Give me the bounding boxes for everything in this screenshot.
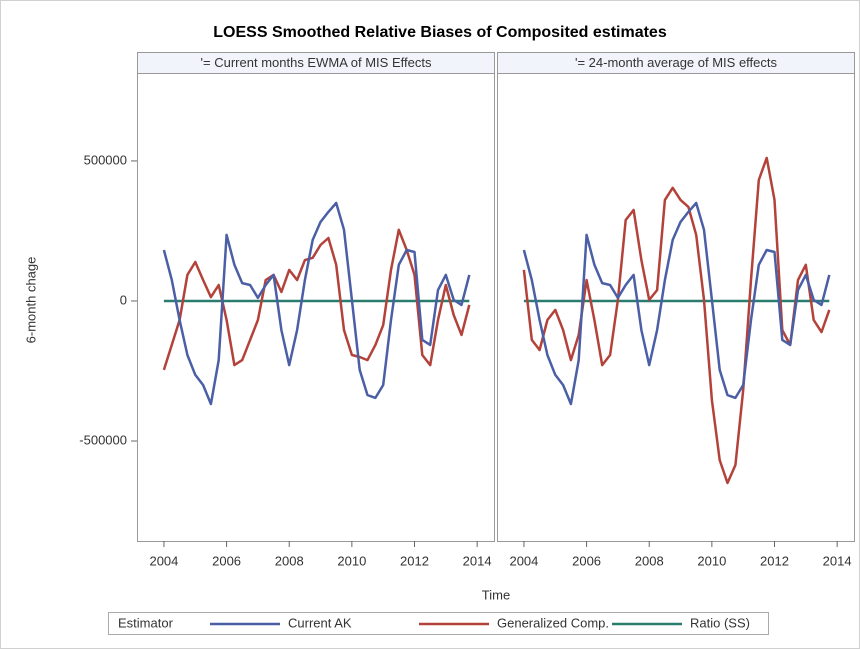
series-line: [522, 156, 831, 485]
x-tick-label: 2014: [463, 553, 492, 568]
legend-title: Estimator: [118, 615, 174, 630]
x-tick-label: 2014: [823, 553, 852, 568]
x-tick-label: 2010: [337, 553, 366, 568]
legend-label: Ratio (SS): [690, 615, 750, 630]
x-tick-label: 2012: [760, 553, 789, 568]
x-tick-label: 2012: [400, 553, 429, 568]
panel-title: '= Current months EWMA of MIS Effects: [201, 55, 432, 70]
x-axis-label: Time: [482, 587, 510, 602]
x-tick-label: 2004: [509, 553, 538, 568]
y-tick-label: 500000: [84, 152, 127, 167]
panel-frame: [137, 73, 495, 542]
series-line: [522, 201, 831, 406]
x-tick-label: 2006: [212, 553, 241, 568]
x-tick-label: 2008: [635, 553, 664, 568]
y-tick-label: 0: [120, 292, 127, 307]
x-tick-label: 2004: [149, 553, 178, 568]
series-line: [162, 228, 471, 371]
legend-label: Generalized Comp.: [497, 615, 609, 630]
legend-label: Current AK: [288, 615, 352, 630]
x-tick-label: 2008: [275, 553, 304, 568]
y-tick-label: -500000: [79, 432, 127, 447]
series-line: [162, 201, 471, 406]
panel-title: '= 24-month average of MIS effects: [575, 55, 778, 70]
y-axis-label: 6-month chage: [23, 257, 38, 344]
x-tick-label: 2010: [697, 553, 726, 568]
panel-frame: [497, 73, 855, 542]
chart-title: LOESS Smoothed Relative Biases of Compos…: [213, 24, 667, 41]
x-tick-label: 2006: [572, 553, 601, 568]
